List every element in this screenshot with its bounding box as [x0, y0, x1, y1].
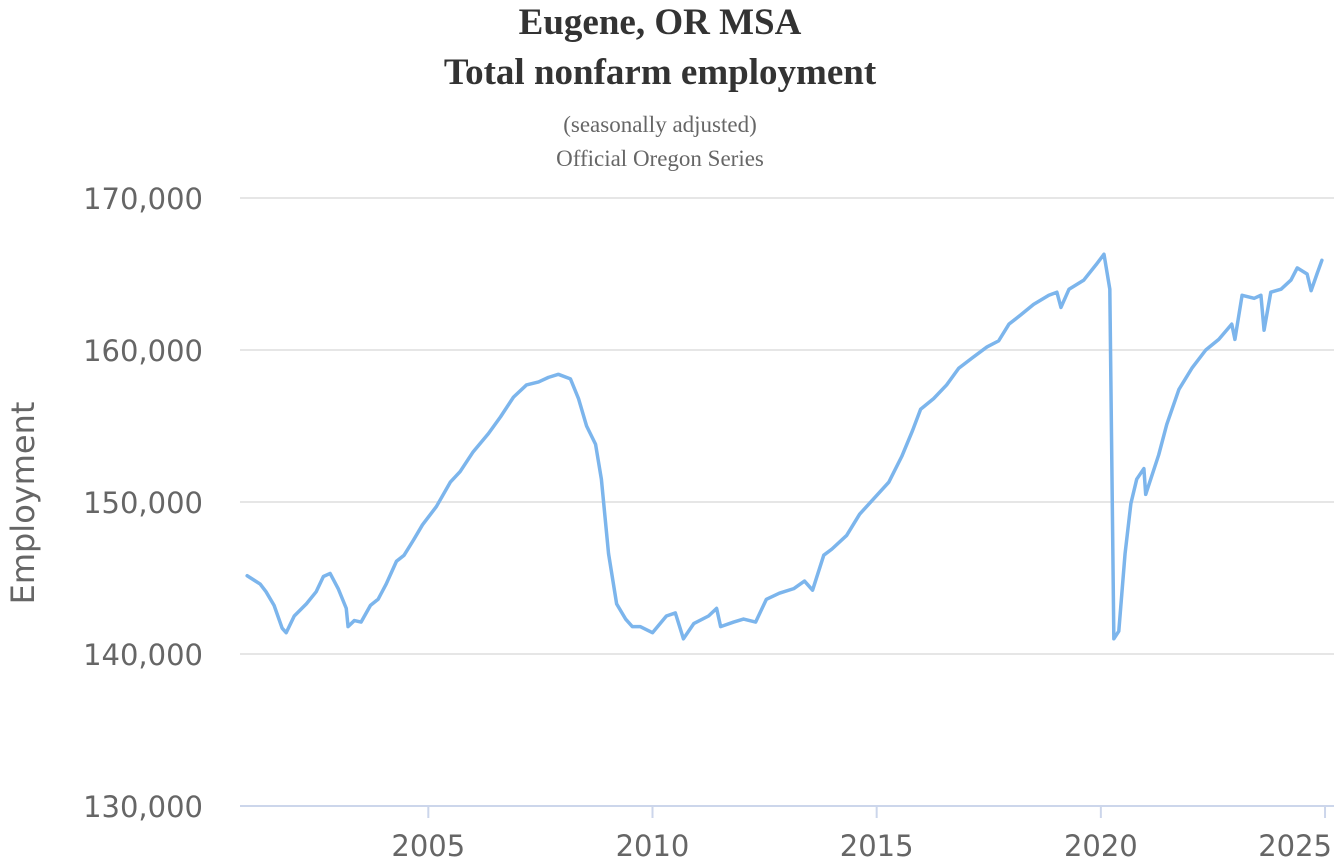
y-tick-label: 150,000	[83, 486, 203, 520]
data-line	[245, 252, 1324, 641]
x-tick-label: 2005	[391, 829, 465, 863]
y-tick-label: 170,000	[83, 182, 203, 216]
chart-subtitle: Official Oregon Series	[556, 146, 764, 171]
x-tick-label: 2010	[616, 829, 690, 863]
x-tick-label: 2025	[1258, 829, 1332, 863]
y-axis-label: Employment	[4, 402, 42, 605]
y-tick-label: 130,000	[83, 790, 203, 824]
chart-title: Total nonfarm employment	[444, 52, 877, 93]
chart-subtitle: (seasonally adjusted)	[563, 112, 757, 137]
y-tick-label: 160,000	[83, 334, 203, 368]
x-tick-label: 2020	[1064, 829, 1138, 863]
chart-title: Eugene, OR MSA	[519, 2, 802, 43]
x-tick-label: 2015	[840, 829, 914, 863]
y-tick-label: 140,000	[83, 638, 203, 672]
